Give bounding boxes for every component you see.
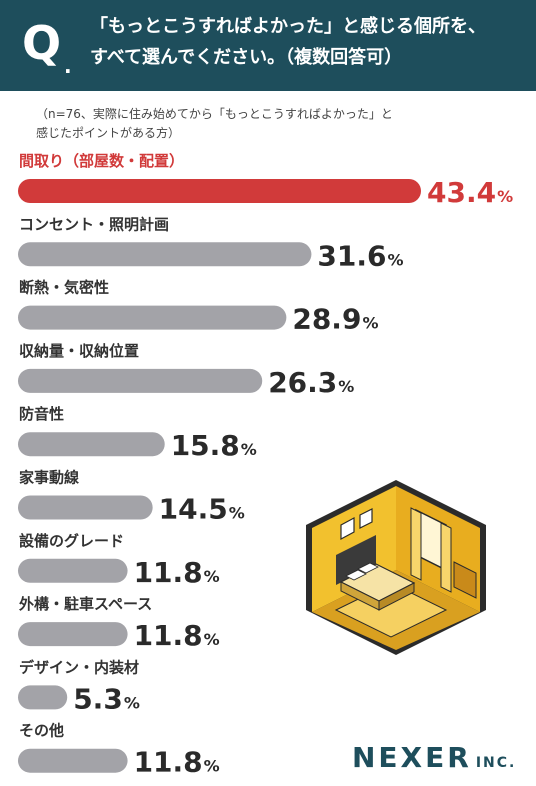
category-label: 防音性 — [19, 405, 64, 423]
sample-note-line-2: 感じたポイントがある方） — [36, 126, 181, 140]
value-label: 15.8% — [171, 429, 257, 462]
value-label: 11.8% — [134, 746, 220, 779]
value-label: 11.8% — [134, 619, 220, 652]
question-header: Q . 「もっとこうすればよかった」と感じる個所を、 すべて選んでください。（複… — [0, 0, 536, 91]
logo-suffix: INC. — [475, 755, 517, 771]
bar — [18, 368, 263, 393]
bar — [18, 432, 165, 457]
bar — [18, 495, 153, 520]
category-label: デザイン・内装材 — [19, 658, 139, 676]
bar — [18, 685, 68, 710]
bar — [18, 179, 421, 203]
category-label: 間取り（部屋数・配置） — [19, 152, 184, 170]
value-label: 26.3% — [268, 366, 354, 399]
bar — [18, 305, 287, 330]
sample-note-line-1: （n=76、実際に住み始めてから「もっとこうすればよかった」と — [36, 107, 393, 121]
nexer-logo: NEXER INC. — [352, 744, 516, 772]
logo-main: NEXER — [352, 741, 472, 774]
category-label: 設備のグレード — [19, 532, 124, 550]
value-label: 28.9% — [292, 303, 378, 336]
question-line-2: すべて選んでください。（複数回答可） — [90, 47, 403, 68]
category-label: 外構・駐車スペース — [18, 595, 152, 613]
value-label: 14.5% — [159, 493, 245, 526]
value-label: 31.6% — [317, 239, 403, 272]
q-mark: Q — [22, 16, 62, 70]
q-dot: . — [64, 54, 72, 78]
category-label: その他 — [19, 722, 64, 740]
bedroom-illustration — [306, 480, 486, 655]
category-label: 断熱・気密性 — [19, 279, 109, 297]
category-label: 家事動線 — [19, 469, 79, 487]
value-label: 43.4% — [427, 176, 513, 209]
category-label: 収納量・収納位置 — [19, 342, 139, 360]
bar — [18, 242, 312, 267]
bar — [18, 558, 128, 583]
bar — [18, 748, 128, 773]
category-label: コンセント・照明計画 — [19, 215, 169, 233]
value-label: 5.3% — [73, 682, 140, 715]
question-line-1: 「もっとこうすればよかった」と感じる個所を、 — [90, 16, 486, 37]
value-label: 11.8% — [134, 556, 220, 589]
bar — [18, 622, 128, 647]
